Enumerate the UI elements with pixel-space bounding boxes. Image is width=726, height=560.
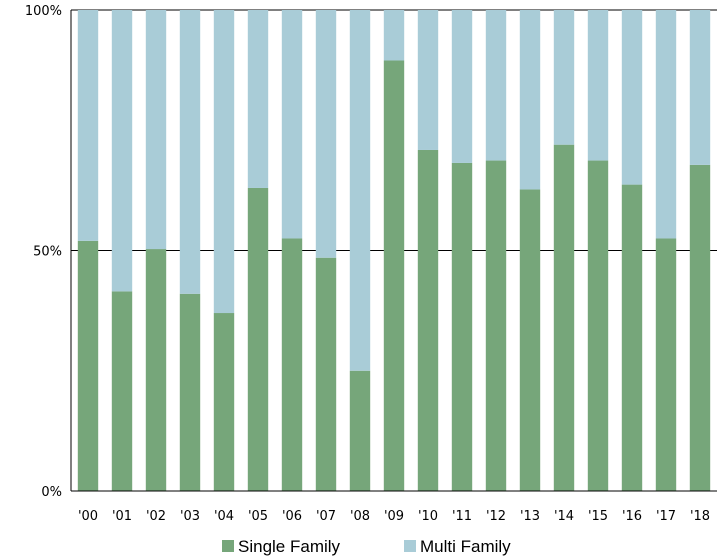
- x-tick-label: '01: [112, 509, 132, 524]
- bar-multi-family: [315, 10, 337, 258]
- axes: [70, 10, 717, 492]
- bar-multi-family: [689, 10, 711, 165]
- bar-single-family: [145, 249, 167, 491]
- bar-single-family: [451, 162, 473, 491]
- x-tick-label: '06: [282, 509, 302, 524]
- legend-swatch-multi-family: [404, 540, 416, 552]
- bar-multi-family: [111, 10, 133, 292]
- y-tick-labels: 0% 50% 100%: [25, 4, 62, 500]
- bar-single-family: [689, 164, 711, 491]
- y-tick-label: 100%: [25, 4, 62, 19]
- x-tick-label: '18: [690, 509, 710, 524]
- bar-multi-family: [587, 10, 609, 161]
- legend-swatch-single-family: [222, 540, 234, 552]
- x-tick-label: '03: [180, 509, 200, 524]
- x-tick-label: '16: [622, 509, 642, 524]
- bar-single-family: [179, 293, 201, 491]
- x-tick-label: '05: [248, 509, 268, 524]
- bar-single-family: [213, 313, 235, 491]
- bar-single-family: [417, 149, 439, 491]
- bar-single-family: [281, 238, 303, 491]
- x-tick-labels: '00 '01 '02 '03 '04 '05 '06 '07 '08 '09 '10 '11 '12 '…: [78, 509, 710, 524]
- bar-multi-family: [179, 10, 201, 294]
- x-tick-label: '10: [418, 509, 438, 524]
- bar-single-family: [621, 184, 643, 491]
- legend: Single Family Multi Family: [222, 537, 511, 556]
- bar-single-family: [349, 370, 371, 491]
- bar-multi-family: [655, 10, 677, 239]
- bar-single-family: [485, 160, 507, 492]
- x-tick-label: '13: [520, 509, 540, 524]
- bar-multi-family: [247, 10, 269, 188]
- bar-single-family: [77, 240, 99, 491]
- bar-single-family: [587, 160, 609, 492]
- x-tick-label: '04: [214, 509, 234, 524]
- bar-multi-family: [77, 10, 99, 241]
- x-tick-label: '02: [146, 509, 166, 524]
- bar-multi-family: [145, 10, 167, 250]
- bar-multi-family: [349, 10, 371, 371]
- bar-multi-family: [485, 10, 507, 161]
- x-tick-label: '14: [554, 509, 574, 524]
- bar-multi-family: [519, 10, 541, 190]
- bar-single-family: [519, 189, 541, 491]
- bar-single-family: [111, 291, 133, 491]
- bar-multi-family: [213, 10, 235, 314]
- x-tick-label: '12: [486, 509, 506, 524]
- x-tick-label: '11: [452, 509, 472, 524]
- bar-multi-family: [621, 10, 643, 185]
- x-tick-label: '00: [78, 509, 98, 524]
- x-tick-label: '08: [350, 509, 370, 524]
- bar-single-family: [553, 144, 575, 491]
- y-tick-label: 50%: [33, 245, 62, 260]
- bar-multi-family: [383, 10, 405, 61]
- bar-single-family: [655, 238, 677, 491]
- x-tick-label: '17: [656, 509, 676, 524]
- bar-single-family: [315, 257, 337, 491]
- y-tick-label: 0%: [41, 485, 62, 500]
- x-tick-label: '07: [316, 509, 336, 524]
- bar-single-family: [383, 60, 405, 491]
- bar-multi-family: [553, 10, 575, 145]
- legend-label-multi-family: Multi Family: [420, 537, 511, 556]
- bar-multi-family: [451, 10, 473, 163]
- bar-multi-family: [417, 10, 439, 150]
- x-tick-label: '15: [588, 509, 608, 524]
- x-tick-label: '09: [384, 509, 404, 524]
- bars: [77, 10, 711, 492]
- bar-multi-family: [281, 10, 303, 239]
- bar-single-family: [247, 187, 269, 491]
- legend-label-single-family: Single Family: [238, 537, 341, 556]
